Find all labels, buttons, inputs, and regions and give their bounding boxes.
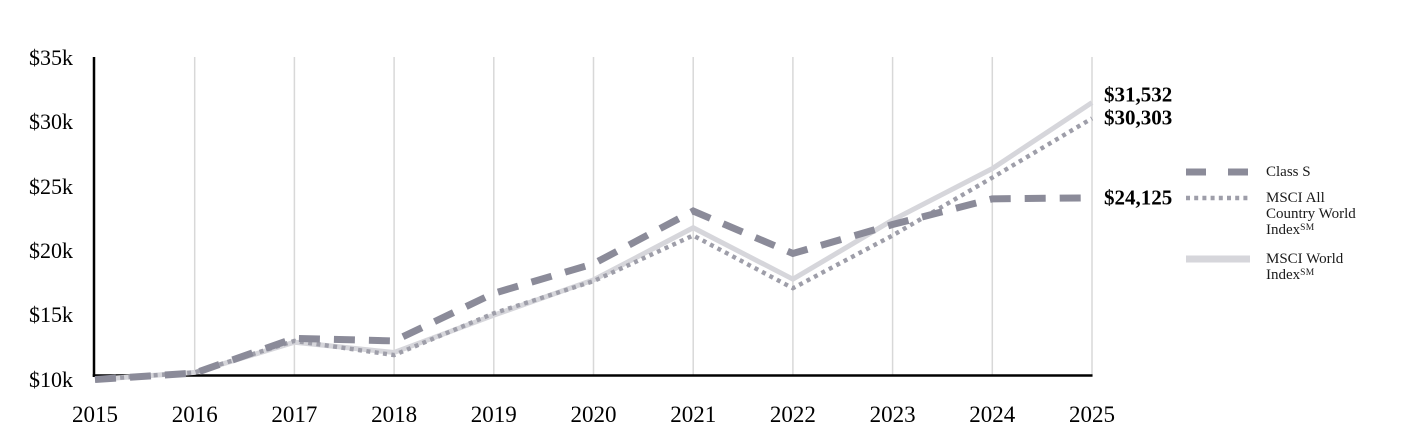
x-tick-label-2018: 2018 <box>371 402 418 427</box>
legend-swatch-dashed-icon <box>1186 168 1250 176</box>
x-tick-label-2021: 2021 <box>670 402 717 427</box>
legend-label: MSCI World IndexSM <box>1266 251 1372 285</box>
y-tick-label: $25k <box>29 173 73 199</box>
legend-label: MSCI All Country World IndexSM <box>1266 190 1372 240</box>
legend-item-msci-world-index: MSCI World IndexSM <box>1186 251 1398 285</box>
legend-item-class-s: Class S <box>1186 164 1398 182</box>
x-tick-label-2017: 2017 <box>271 402 318 427</box>
legend-item-msci-all-country-world-index: MSCI All Country World IndexSM <box>1186 190 1398 240</box>
legend-series-name: Class S <box>1266 164 1311 180</box>
x-tick-label-2025: 2025 <box>1069 402 1115 427</box>
service-mark-superscript: SM <box>1300 267 1315 278</box>
y-tick-label: $15k <box>29 302 73 328</box>
x-tick-label-2022: 2022 <box>769 402 816 427</box>
x-tick-label-2020: 2020 <box>570 402 617 427</box>
legend-swatch-solid-icon <box>1186 255 1250 263</box>
legend-label: Class S <box>1266 164 1372 182</box>
end-value-msci-all-country-world-index: $30,303 <box>1104 105 1173 130</box>
legend-series-name: MSCI All Country World Index <box>1266 190 1356 238</box>
legend-swatch-dotted-icon <box>1186 195 1250 201</box>
y-tick-label: $30k <box>29 109 73 135</box>
x-tick-label-2024: 2024 <box>969 402 1016 427</box>
y-tick-label: $10k <box>29 366 73 392</box>
y-tick-label: $35k <box>29 45 73 70</box>
service-mark-superscript: SM <box>1300 222 1315 233</box>
end-value-msci-world-index: $31,532 <box>1104 82 1173 107</box>
y-tick-label: $20k <box>29 237 73 263</box>
x-tick-label-2016: 2016 <box>171 402 218 427</box>
x-tick-label-2015: 2015 <box>72 402 118 427</box>
end-value-class-s: $24,125 <box>1104 185 1173 210</box>
legend-series-name: MSCI World Index <box>1266 251 1344 283</box>
x-tick-label-2023: 2023 <box>869 402 916 427</box>
chart-legend: Class S MSCI All Country World IndexSM MSC… <box>1186 164 1398 285</box>
x-tick-label-2019: 2019 <box>470 402 517 427</box>
line-class-s <box>94 194 1093 383</box>
